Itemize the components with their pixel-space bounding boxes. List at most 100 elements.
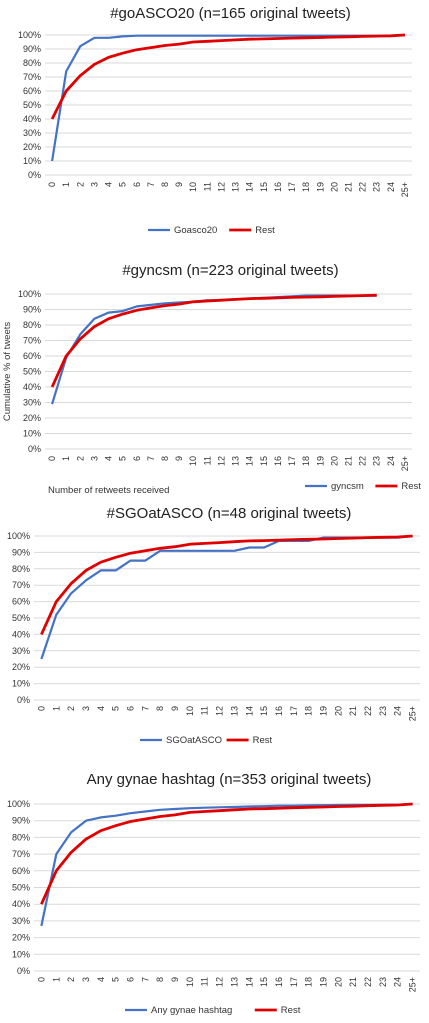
x-tick-label: 25+ — [408, 706, 418, 721]
y-tick-label: 60% — [12, 866, 30, 876]
x-tick-label: 5 — [111, 706, 121, 711]
x-tick-label: 15 — [259, 977, 269, 987]
legend-label: Rest — [281, 1005, 301, 1016]
y-tick-label: 80% — [12, 832, 30, 842]
x-tick-label: 13 — [229, 706, 239, 716]
x-tick-label: 19 — [319, 706, 329, 716]
legend-label: Rest — [253, 735, 273, 746]
x-tick-label: 19 — [319, 977, 329, 987]
x-tick-label: 4 — [104, 182, 114, 187]
x-tick-label: 24 — [393, 706, 403, 716]
y-tick-label: 80% — [23, 58, 41, 68]
legend-label: Rest — [401, 481, 421, 492]
x-tick-label: 23 — [372, 182, 382, 192]
x-tick-label: 21 — [348, 706, 358, 716]
x-tick-label: 6 — [126, 706, 136, 711]
y-tick-label: 50% — [12, 613, 30, 623]
x-tick-label: 16 — [273, 182, 283, 192]
y-tick-label: 0% — [17, 966, 30, 976]
chart-title-2: #gyncsm (n=223 original tweets) — [122, 262, 338, 279]
x-tick-label: 12 — [215, 977, 225, 987]
x-tick-label: 17 — [289, 706, 299, 716]
y-tick-label: 10% — [23, 156, 41, 166]
y-tick-label: 100% — [7, 531, 30, 541]
x-tick-label: 9 — [174, 182, 184, 187]
x-tick-label: 15 — [259, 182, 269, 192]
x-tick-label: 0 — [36, 706, 46, 711]
x-tick-label: 11 — [202, 456, 212, 465]
x-tick-label: 16 — [274, 706, 284, 716]
x-tick-label: 2 — [66, 706, 76, 711]
y-tick-label: 70% — [12, 580, 30, 590]
x-tick-label: 15 — [259, 456, 269, 466]
x-tick-label: 14 — [244, 706, 254, 716]
x-tick-label: 21 — [343, 182, 353, 192]
legend-label: gyncsm — [331, 481, 364, 492]
x-tick-label: 18 — [304, 977, 314, 987]
x-tick-label: 4 — [96, 706, 106, 711]
y-tick-label: 100% — [7, 799, 30, 809]
x-tick-label: 20 — [329, 182, 339, 192]
x-tick-label: 18 — [301, 182, 311, 192]
y-tick-label: 10% — [23, 429, 41, 439]
x-tick-label: 16 — [274, 977, 284, 987]
series-line-sgoatasco — [40, 534, 413, 660]
x-tick-label: 10 — [188, 182, 198, 192]
legend-label: Any gynae hashtag — [151, 1005, 232, 1016]
y-tick-label: 20% — [23, 142, 41, 152]
y-tick-label: 40% — [23, 114, 41, 124]
x-tick-label: 2 — [75, 182, 85, 187]
y-tick-label: 0% — [17, 695, 30, 705]
x-tick-label: 13 — [229, 977, 239, 987]
x-tick-label: 7 — [146, 182, 156, 187]
x-tick-label: 22 — [363, 977, 373, 987]
x-tick-label: 17 — [287, 456, 297, 466]
x-tick-label: 18 — [301, 456, 311, 466]
x-tick-label: 24 — [386, 456, 396, 466]
x-tick-label: 11 — [200, 706, 210, 715]
y-tick-label: 60% — [23, 86, 41, 96]
x-tick-label: 0 — [47, 456, 57, 461]
y-tick-label: 90% — [23, 44, 41, 54]
x-tick-label: 0 — [47, 182, 57, 187]
x-tick-label: 10 — [188, 456, 198, 466]
series-line-goasco20 — [51, 33, 405, 162]
y-tick-label: 30% — [23, 398, 41, 408]
y-tick-label: 70% — [12, 849, 30, 859]
x-tick-label: 7 — [146, 456, 156, 461]
y-tick-label: 20% — [12, 933, 30, 943]
y-tick-label: 90% — [12, 816, 30, 826]
x-tick-label: 20 — [333, 706, 343, 716]
x-tick-label: 17 — [289, 977, 299, 987]
x-tick-label: 23 — [378, 706, 388, 716]
x-tick-label: 25+ — [400, 456, 410, 471]
x-tick-label: 2 — [75, 456, 85, 461]
x-tick-label: 3 — [81, 706, 91, 711]
legend-label: SGOatASCO — [166, 735, 222, 746]
x-tick-label: 2 — [66, 977, 76, 982]
x-tick-label: 21 — [348, 977, 358, 987]
x-tick-label: 7 — [140, 977, 150, 982]
x-tick-label: 1 — [61, 456, 71, 461]
y-tick-label: 20% — [23, 413, 41, 423]
x-tick-label: 12 — [215, 706, 225, 716]
chart-title-1: #goASCO20 (n=165 original tweets) — [110, 5, 351, 22]
y-tick-label: 40% — [12, 629, 30, 639]
x-tick-label: 16 — [273, 456, 283, 466]
x-tick-label: 3 — [89, 182, 99, 187]
legend-label: Rest — [255, 225, 275, 236]
x-tick-label: 13 — [231, 456, 241, 466]
x-axis-label: Number of retweets received — [48, 485, 169, 496]
x-tick-label: 11 — [202, 182, 212, 191]
series-line-rest — [50, 33, 405, 120]
series-line-any-gynae-hashtag — [40, 802, 413, 927]
x-tick-label: 14 — [245, 182, 255, 192]
x-tick-label: 6 — [126, 977, 136, 982]
x-tick-label: 3 — [89, 456, 99, 461]
x-tick-label: 22 — [358, 456, 368, 466]
x-tick-label: 6 — [132, 182, 142, 187]
y-tick-label: 30% — [23, 128, 41, 138]
x-tick-label: 5 — [111, 977, 121, 982]
x-tick-label: 17 — [287, 182, 297, 192]
chart-title-4: Any gynae hashtag (n=353 original tweets… — [87, 771, 372, 788]
